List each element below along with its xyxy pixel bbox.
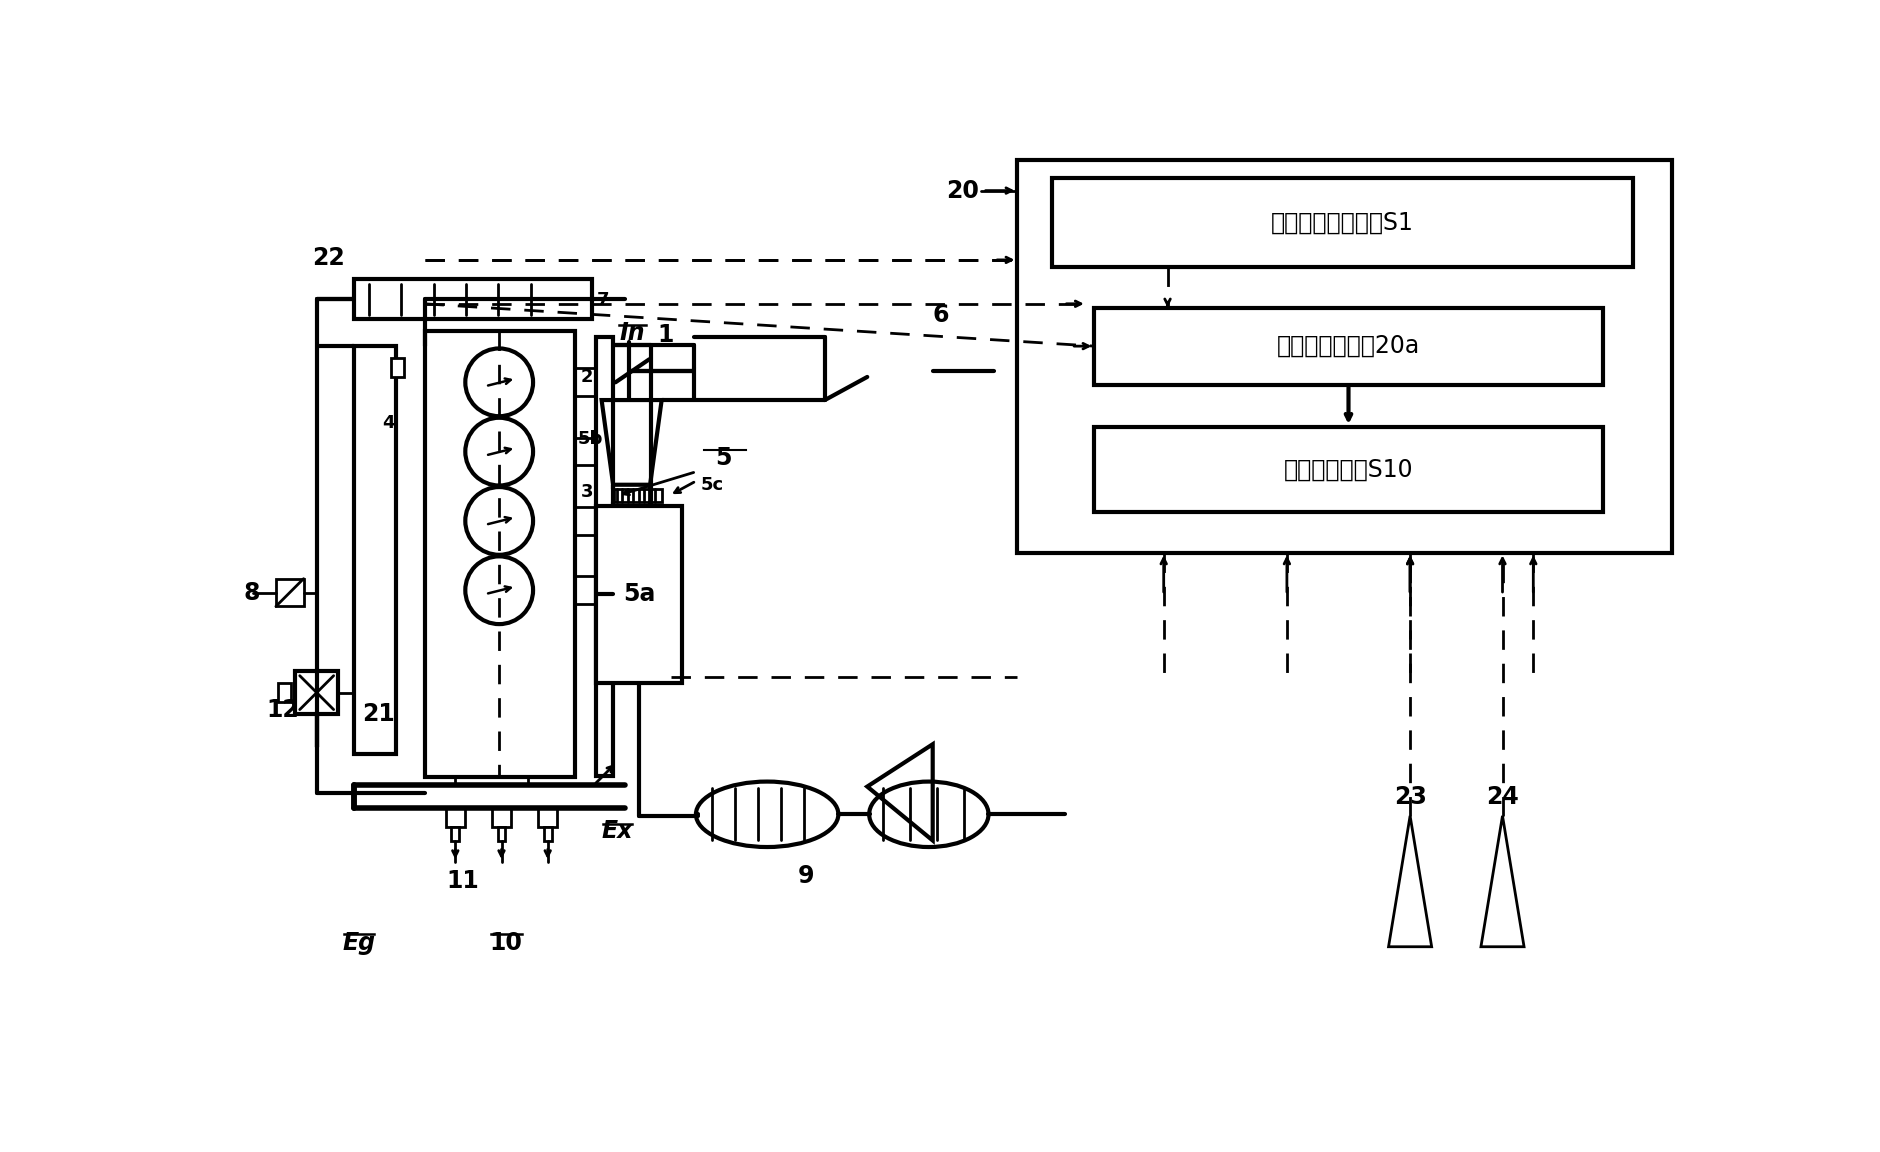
FancyBboxPatch shape [1094,427,1602,511]
FancyBboxPatch shape [596,336,613,775]
Text: 5b: 5b [577,430,603,447]
FancyBboxPatch shape [391,358,404,377]
Text: 12: 12 [267,698,299,722]
Text: 6: 6 [932,303,949,327]
Text: 10: 10 [489,931,523,955]
Text: 5a: 5a [622,582,656,606]
Text: 11: 11 [447,870,479,893]
FancyBboxPatch shape [498,827,506,841]
Text: 5c: 5c [699,476,724,494]
Text: 5: 5 [714,446,731,470]
FancyBboxPatch shape [538,809,556,827]
FancyBboxPatch shape [446,809,464,827]
FancyBboxPatch shape [615,488,662,502]
FancyBboxPatch shape [1094,308,1602,385]
FancyBboxPatch shape [493,809,511,827]
Text: 21: 21 [363,703,395,726]
Text: 9: 9 [797,864,814,888]
Text: 23: 23 [1393,785,1427,809]
FancyBboxPatch shape [353,279,592,319]
FancyBboxPatch shape [353,346,397,755]
Text: Ex: Ex [602,819,634,843]
Text: 喘振避免计时器20a: 喘振避免计时器20a [1277,334,1419,358]
Text: 喘振避免判定机构S1: 喘振避免判定机构S1 [1271,211,1414,235]
FancyBboxPatch shape [451,827,459,841]
Text: 7: 7 [596,291,609,309]
FancyBboxPatch shape [1017,160,1671,553]
Text: 1: 1 [658,323,673,347]
Text: 4: 4 [382,414,395,432]
Text: Eg: Eg [342,931,376,955]
FancyBboxPatch shape [596,506,682,683]
Text: 20: 20 [946,179,979,203]
FancyBboxPatch shape [543,827,551,841]
Text: 22: 22 [312,245,344,270]
FancyBboxPatch shape [278,683,291,702]
FancyBboxPatch shape [425,331,575,778]
FancyBboxPatch shape [295,672,338,714]
FancyBboxPatch shape [276,578,303,606]
Text: 3: 3 [581,484,594,501]
Text: 喘振避免机构S10: 喘振避免机构S10 [1284,457,1414,482]
Text: 8: 8 [244,581,261,605]
Text: 2: 2 [581,367,594,386]
Text: In: In [620,321,645,346]
FancyBboxPatch shape [1053,179,1634,267]
Text: 24: 24 [1485,785,1519,809]
